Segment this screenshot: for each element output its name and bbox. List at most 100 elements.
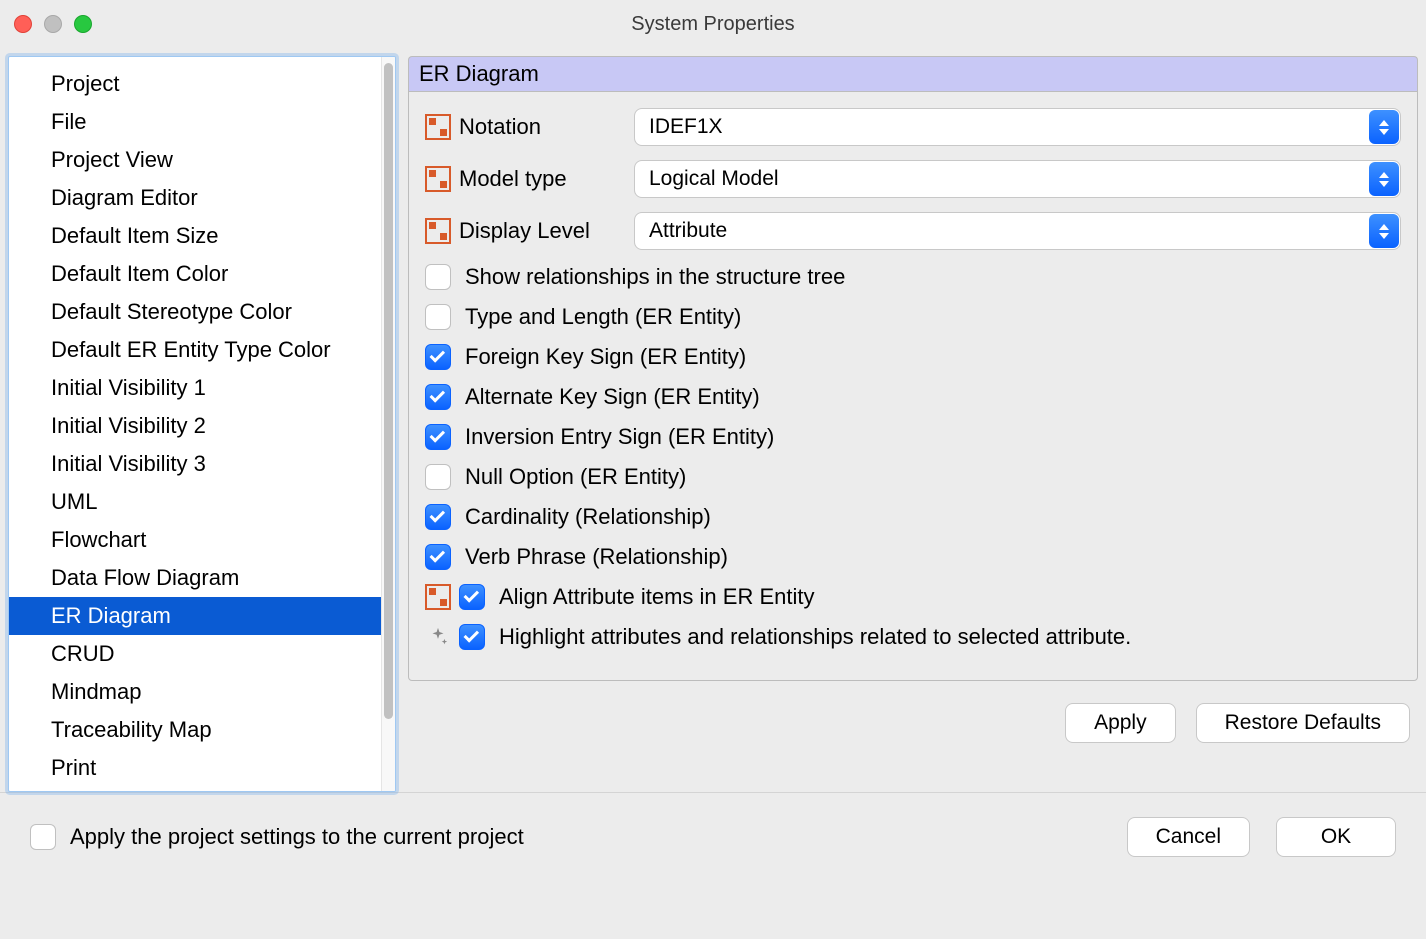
checkbox[interactable] — [425, 544, 451, 570]
minimize-window-button[interactable] — [44, 15, 62, 33]
sidebar-item-label: Mindmap — [51, 679, 141, 704]
er-icon — [425, 166, 451, 192]
sidebar-list[interactable]: Project File Project ViewDiagram Editor Def… — [9, 57, 381, 791]
sidebar-item[interactable]: Image Export — [9, 787, 381, 791]
checkbox[interactable] — [425, 264, 451, 290]
sidebar-item-label: Default Item Color — [51, 261, 228, 286]
checkbox[interactable] — [459, 584, 485, 610]
checkbox-row: Align Attribute items in ER Entity — [425, 584, 1401, 610]
sidebar-item-label: File — [51, 109, 86, 134]
checkmark-icon — [430, 547, 446, 563]
sidebar-item-label: Initial Visibility 1 — [51, 375, 206, 400]
maximize-window-button[interactable] — [74, 15, 92, 33]
display-level-select[interactable]: Attribute — [634, 212, 1401, 250]
sidebar-scrollbar-thumb[interactable] — [384, 63, 393, 719]
sidebar-item[interactable]: ER Diagram — [9, 597, 381, 635]
notation-select[interactable]: IDEF1X — [634, 108, 1401, 146]
checkbox[interactable] — [425, 464, 451, 490]
select-arrows-icon — [1369, 162, 1399, 196]
checkbox[interactable] — [459, 624, 485, 650]
panel-body: Notation IDEF1X Model type Logical Model — [408, 91, 1418, 681]
er-icon — [425, 584, 451, 610]
sidebar-item-label: Default Item Size — [51, 223, 219, 248]
checkbox-row: Null Option (ER Entity) — [425, 464, 1401, 490]
checkbox-group: Show relationships in the structure tree… — [425, 264, 1401, 650]
sidebar-item[interactable]: Project View — [9, 141, 381, 179]
sidebar-item-label: Project — [51, 71, 119, 96]
sidebar-item[interactable]: Default Stereotype Color — [9, 293, 381, 331]
sidebar-item[interactable]: CRUD — [9, 635, 381, 673]
checkbox-label: Type and Length (ER Entity) — [465, 304, 741, 330]
select-arrows-icon — [1369, 110, 1399, 144]
content: Project File Project ViewDiagram Editor Def… — [0, 48, 1426, 792]
notation-select-input[interactable]: IDEF1X — [634, 108, 1401, 146]
notation-label: Notation — [459, 114, 634, 140]
apply-project-checkbox[interactable] — [30, 824, 56, 850]
checkmark-icon — [464, 587, 480, 603]
sidebar-item[interactable]: Mindmap — [9, 673, 381, 711]
restore-defaults-button[interactable]: Restore Defaults — [1196, 703, 1410, 743]
titlebar: System Properties — [0, 0, 1426, 48]
checkbox-row: Type and Length (ER Entity) — [425, 304, 1401, 330]
checkmark-icon — [464, 627, 480, 643]
checkbox[interactable] — [425, 384, 451, 410]
model-type-select[interactable]: Logical Model — [634, 160, 1401, 198]
sidebar-item[interactable]: UML — [9, 483, 381, 521]
checkbox-row: Highlight attributes and relationships r… — [425, 624, 1401, 650]
checkbox[interactable] — [425, 424, 451, 450]
sidebar-scrollbar[interactable] — [381, 57, 395, 791]
panel-header: ER Diagram — [408, 56, 1418, 91]
checkbox[interactable] — [425, 344, 451, 370]
checkbox[interactable] — [425, 304, 451, 330]
checkbox[interactable] — [425, 504, 451, 530]
notation-row: Notation IDEF1X — [425, 108, 1401, 146]
model-type-row: Model type Logical Model — [425, 160, 1401, 198]
sidebar-item[interactable]: Initial Visibility 1 — [9, 369, 381, 407]
sidebar-item[interactable]: Initial Visibility 2 — [9, 407, 381, 445]
checkbox-row: Foreign Key Sign (ER Entity) — [425, 344, 1401, 370]
er-icon — [425, 218, 451, 244]
checkbox-label: Verb Phrase (Relationship) — [465, 544, 728, 570]
sidebar-item-label: Initial Visibility 2 — [51, 413, 206, 438]
checkbox-label: Inversion Entry Sign (ER Entity) — [465, 424, 774, 450]
close-window-button[interactable] — [14, 15, 32, 33]
sidebar-item-label: UML — [51, 489, 97, 514]
window: System Properties Project File Project Vie… — [0, 0, 1426, 939]
sidebar-item-label: ER Diagram — [51, 603, 171, 628]
window-title: System Properties — [0, 13, 1426, 36]
checkmark-icon — [430, 507, 446, 523]
checkbox-label: Null Option (ER Entity) — [465, 464, 686, 490]
sidebar: Project File Project ViewDiagram Editor Def… — [8, 56, 396, 792]
sidebar-item[interactable]: Default Item Color — [9, 255, 381, 293]
icon-slot — [425, 584, 459, 610]
sidebar-item-label: Initial Visibility 3 — [51, 451, 206, 476]
checkbox-label: Show relationships in the structure tree — [465, 264, 845, 290]
apply-project-label: Apply the project settings to the curren… — [70, 824, 524, 850]
apply-button[interactable]: Apply — [1065, 703, 1176, 743]
sidebar-item[interactable]: Traceability Map — [9, 711, 381, 749]
cancel-button[interactable]: Cancel — [1127, 817, 1250, 857]
sidebar-item[interactable]: Project — [9, 65, 381, 103]
checkbox-label: Highlight attributes and relationships r… — [499, 624, 1131, 650]
main-panel: ER Diagram Notation IDEF1X Model type — [408, 56, 1418, 792]
sidebar-item[interactable]: File — [9, 103, 381, 141]
sidebar-item[interactable]: Default ER Entity Type Color — [9, 331, 381, 369]
select-arrows-icon — [1369, 214, 1399, 248]
checkbox-label: Alternate Key Sign (ER Entity) — [465, 384, 760, 410]
checkbox-label: Cardinality (Relationship) — [465, 504, 711, 530]
sidebar-item[interactable]: Print — [9, 749, 381, 787]
checkbox-row: Verb Phrase (Relationship) — [425, 544, 1401, 570]
ok-button[interactable]: OK — [1276, 817, 1396, 857]
sidebar-item-label: Print — [51, 755, 96, 780]
sidebar-item[interactable]: Default Item Size — [9, 217, 381, 255]
sidebar-item[interactable]: Initial Visibility 3 — [9, 445, 381, 483]
sidebar-item[interactable]: Diagram Editor — [9, 179, 381, 217]
model-type-select-input[interactable]: Logical Model — [634, 160, 1401, 198]
display-level-select-input[interactable]: Attribute — [634, 212, 1401, 250]
sidebar-item[interactable]: Flowchart — [9, 521, 381, 559]
bottom-buttons: Cancel OK — [1127, 817, 1396, 857]
sidebar-item[interactable]: Data Flow Diagram — [9, 559, 381, 597]
icon-slot — [425, 624, 459, 650]
sidebar-item-label: Flowchart — [51, 527, 146, 552]
sidebar-item-label: Default ER Entity Type Color — [51, 337, 331, 362]
